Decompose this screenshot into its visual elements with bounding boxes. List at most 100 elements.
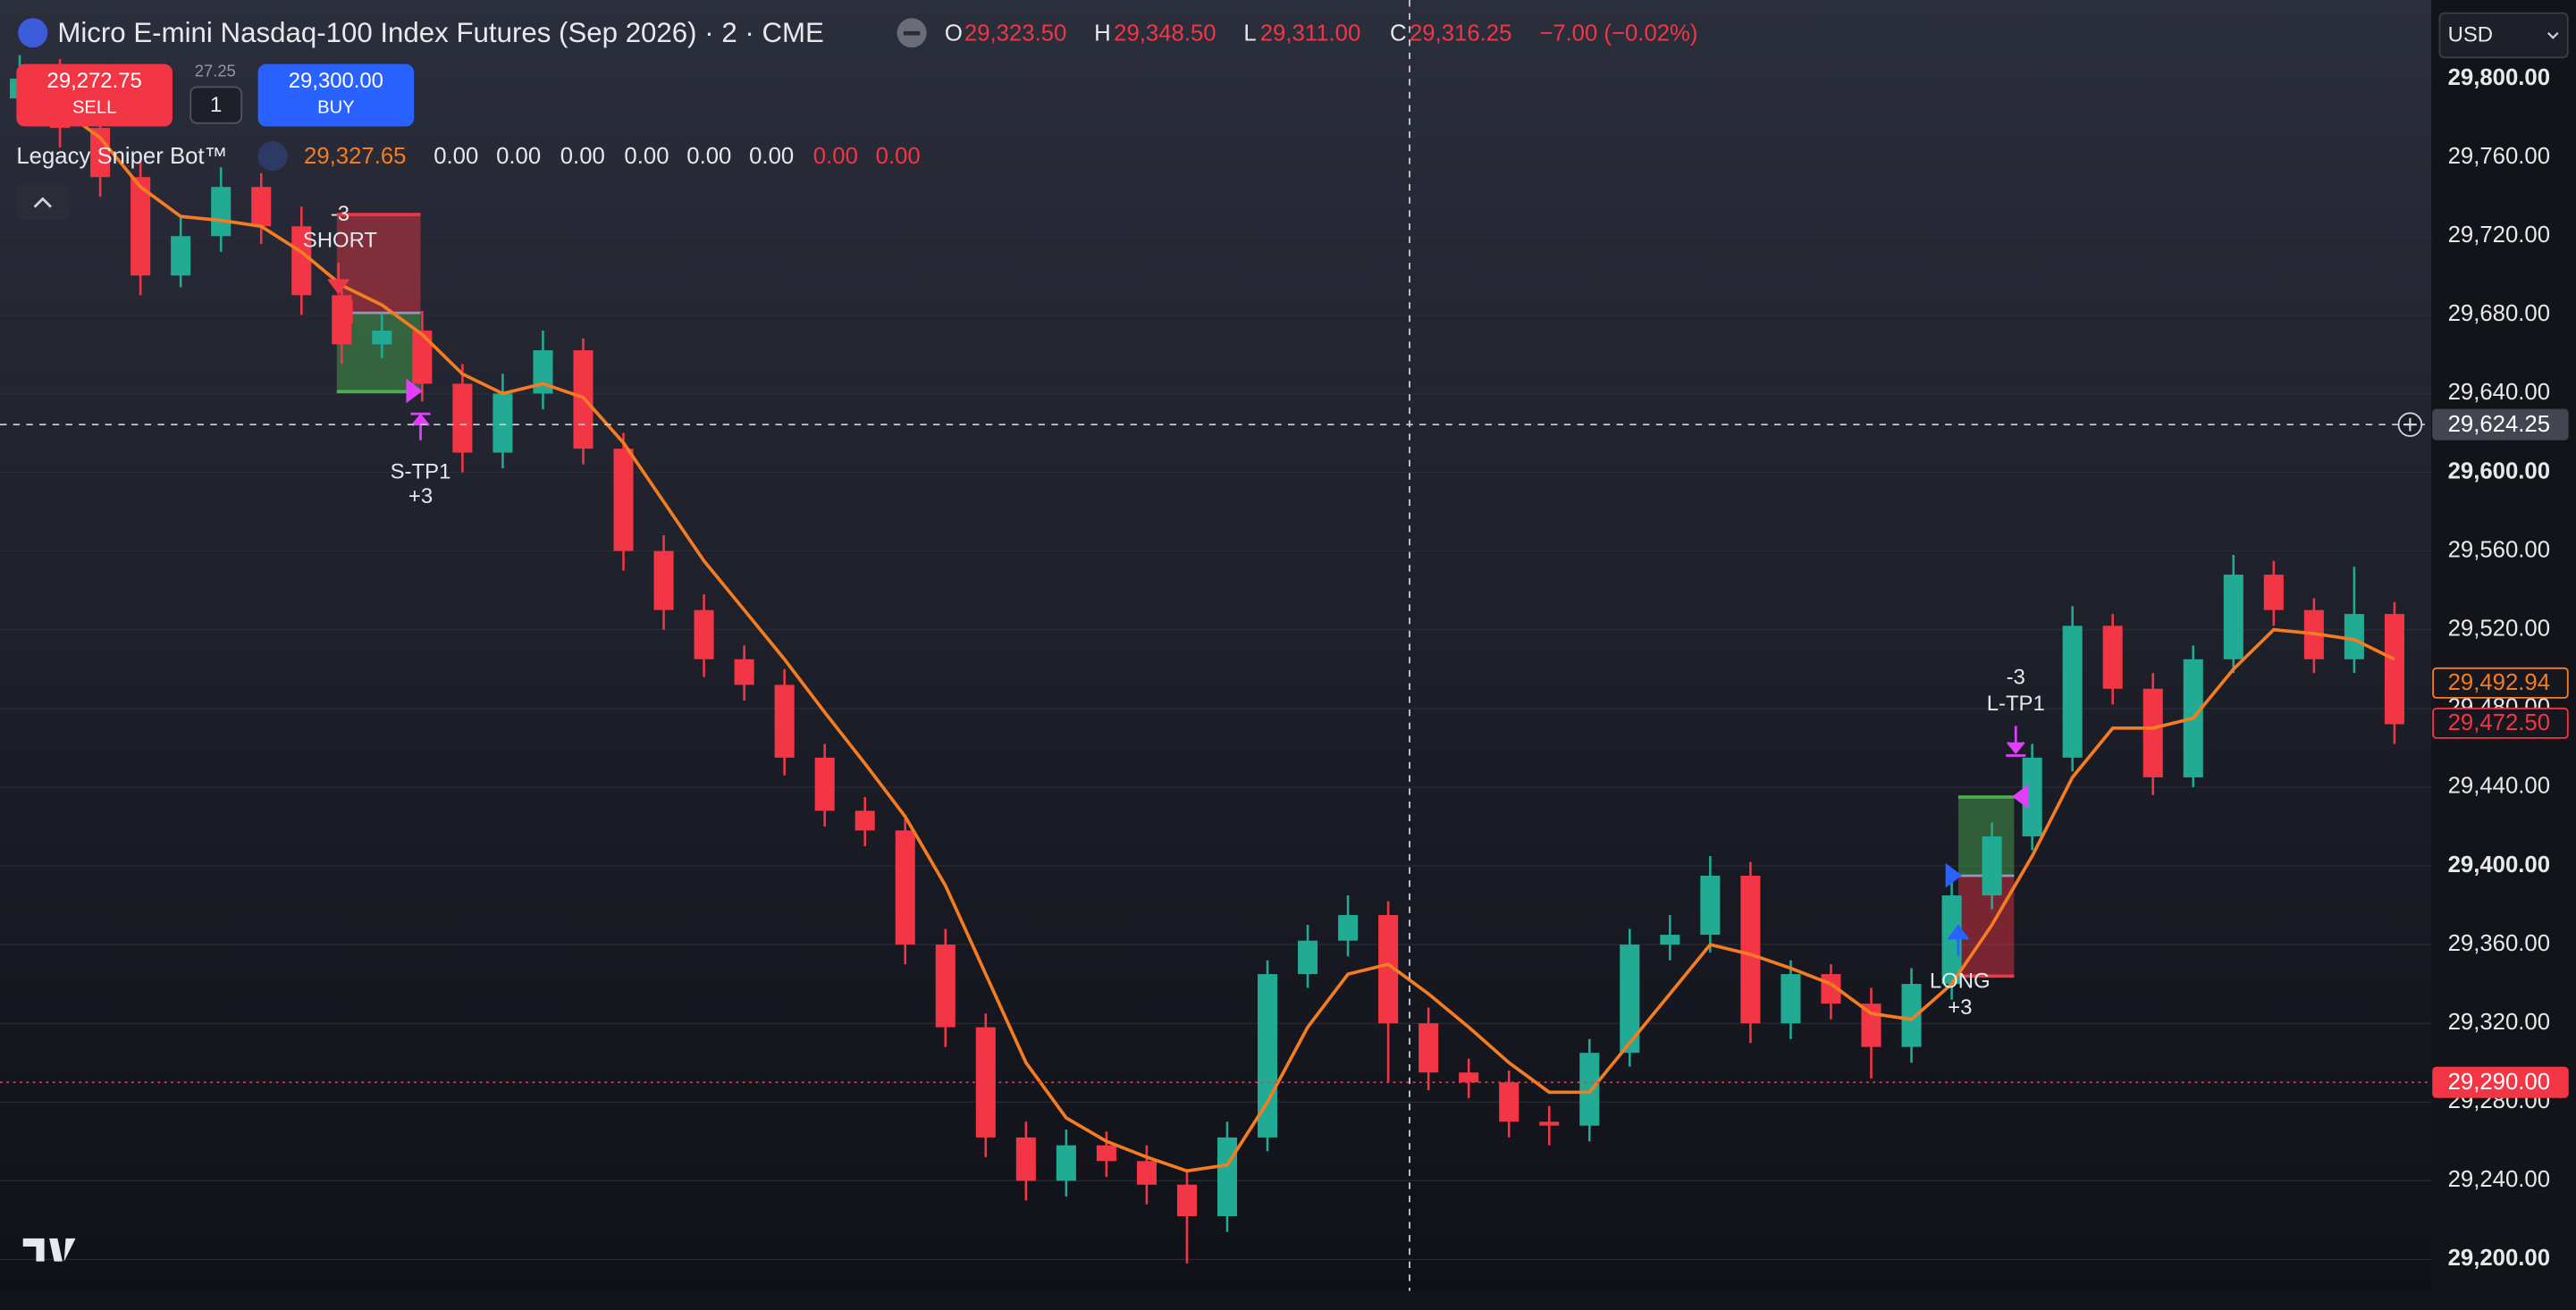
candle-body <box>1941 895 1962 985</box>
symbol-title: Micro E-mini Nasdaq-100 Index Futures (S… <box>57 17 824 48</box>
price-label-box <box>2432 1066 2569 1098</box>
signal-label: L-TP1 <box>1987 692 2045 716</box>
high-label: H <box>1094 21 1111 46</box>
candle-body <box>211 187 232 237</box>
entry-marker <box>1945 862 1963 888</box>
y-tick-label: 29,360.00 <box>2448 931 2550 956</box>
signal-label: -3 <box>2007 665 2025 689</box>
y-tick-label: 29,520.00 <box>2448 617 2550 642</box>
low-label: L <box>1243 21 1256 46</box>
indicator-value: 0.00 <box>496 144 541 169</box>
status-icon-bar <box>903 30 921 36</box>
close-label: C <box>1390 21 1407 46</box>
candle-body <box>372 330 392 345</box>
candle-body <box>653 550 674 610</box>
y-tick-label: 29,680.00 <box>2448 301 2550 326</box>
candle-body <box>1700 876 1721 936</box>
candle-body <box>1620 945 1640 1054</box>
low-value: 29,311.00 <box>1260 21 1361 46</box>
candle-body <box>1660 935 1680 945</box>
candle-body <box>1136 1161 1157 1185</box>
long-arrow <box>1947 924 1970 956</box>
candle-body <box>1378 915 1399 1024</box>
candle-body <box>1579 1053 1600 1126</box>
price-label: 29,472.50 <box>2448 710 2550 735</box>
open-label: O <box>945 21 963 46</box>
candle-body <box>1418 1023 1439 1073</box>
indicator-name: Legacy Sniper Bot™ <box>16 144 227 169</box>
candle-body <box>734 659 754 685</box>
tp-arrow <box>2006 726 2026 757</box>
candle-body <box>1015 1137 1036 1181</box>
candle-body <box>2223 575 2243 659</box>
candle-body <box>935 945 955 1028</box>
y-tick-label: 29,600.00 <box>2448 458 2550 483</box>
y-tick-label: 29,760.00 <box>2448 144 2550 169</box>
candle-body <box>2022 757 2042 836</box>
candle-body <box>1338 915 1359 941</box>
change-value: −7.00 (−0.02%) <box>1539 21 1697 46</box>
candle-body <box>854 810 875 831</box>
indicator-value: 0.00 <box>876 144 921 169</box>
y-tick-label: 29,800.00 <box>2448 65 2550 90</box>
price-label: 29,492.94 <box>2448 670 2550 695</box>
signal-label: LONG <box>1930 969 1991 993</box>
signal-label: SHORT <box>303 229 378 253</box>
buy-label: BUY <box>317 98 355 118</box>
candle-body <box>412 330 433 384</box>
indicator-icon[interactable] <box>257 141 288 172</box>
collapse-button[interactable] <box>16 183 70 221</box>
sell-price: 29,272.75 <box>47 69 142 93</box>
exit-marker <box>2012 784 2029 810</box>
time-axis-panel <box>0 1290 2432 1310</box>
candle-body <box>1499 1082 1520 1122</box>
candle-body <box>171 236 191 276</box>
candle-body <box>1298 940 1318 975</box>
price-label: 29,290.00 <box>2448 1070 2550 1095</box>
currency-chevron <box>2547 31 2559 39</box>
candle-body <box>895 830 915 945</box>
y-tick-label: 29,240.00 <box>2448 1167 2550 1192</box>
y-tick-label: 29,400.00 <box>2448 852 2550 878</box>
candle-body <box>1539 1121 1560 1126</box>
price-axis-panel <box>2431 0 2576 1310</box>
y-tick-label: 29,640.00 <box>2448 380 2550 405</box>
candle-body <box>694 609 714 659</box>
candle-body <box>1096 1145 1116 1162</box>
quantity-box[interactable] <box>189 86 243 124</box>
candle-body <box>2102 626 2123 689</box>
candle-body <box>1176 1184 1197 1216</box>
price-label: 29,624.25 <box>2448 412 2550 437</box>
short-arrow <box>327 263 349 295</box>
candle-body <box>251 187 272 227</box>
logo <box>22 1238 76 1262</box>
flag-icon <box>18 18 48 48</box>
buy-button[interactable] <box>257 63 415 127</box>
indicator-value: 0.00 <box>749 144 794 169</box>
moving-average <box>19 97 2395 1173</box>
y-tick-label: 29,440.00 <box>2448 774 2550 799</box>
candle-body <box>1780 974 1801 1024</box>
quantity: 1 <box>210 93 222 117</box>
y-tick-label: 29,560.00 <box>2448 537 2550 562</box>
candle-body <box>291 226 312 296</box>
candle-body <box>814 757 835 811</box>
y-tick-label: 29,720.00 <box>2448 223 2550 248</box>
indicator-value: 0.00 <box>813 144 858 169</box>
tp-arrow <box>410 412 431 441</box>
candle-body <box>774 684 795 758</box>
indicator-value: 29,327.65 <box>304 144 406 169</box>
candle-body <box>2263 575 2284 610</box>
buy-price: 29,300.00 <box>289 69 383 93</box>
candle-body <box>2062 626 2083 758</box>
currency-selector[interactable] <box>2438 12 2569 59</box>
candle-body <box>1901 984 1922 1047</box>
candle-body <box>613 449 634 551</box>
candle-body <box>1982 836 2002 896</box>
sell-button[interactable] <box>16 63 173 127</box>
open-value: 29,323.50 <box>964 21 1066 46</box>
sell-label: SELL <box>72 98 116 118</box>
indicator-value: 0.00 <box>624 144 669 169</box>
signal-label: +3 <box>408 484 433 508</box>
